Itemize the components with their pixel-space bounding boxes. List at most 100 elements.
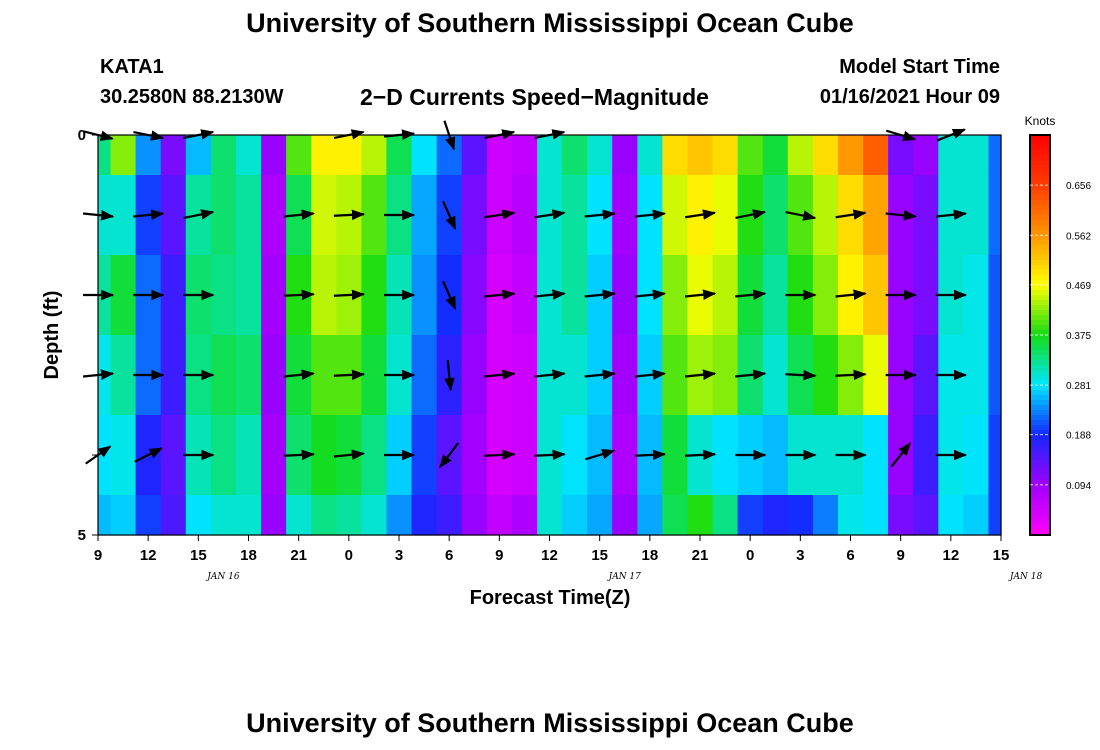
x-tick-label: 3 [796, 547, 804, 564]
heatmap-cell [185, 495, 212, 536]
heatmap-cell [612, 415, 638, 496]
current-vector [444, 359, 455, 392]
current-vector [283, 209, 315, 220]
colorbar-tick-label: 0.375 [1066, 331, 1091, 342]
x-tick-label: 9 [896, 547, 904, 564]
colorbar-swatch [1030, 155, 1050, 161]
x-tick-label: 0 [345, 547, 353, 564]
colorbar-swatch [1030, 205, 1050, 211]
heatmap-cell [286, 135, 312, 176]
colorbar-label: Knots [1025, 114, 1056, 128]
heatmap-cell [913, 255, 939, 336]
heatmap-cell [662, 175, 689, 256]
heatmap-cell [737, 495, 764, 536]
colorbar-swatch [1030, 390, 1050, 396]
heatmap-cell [110, 135, 137, 176]
heatmap-cell [963, 495, 990, 536]
current-vector [183, 209, 215, 220]
colorbar-swatch [1030, 510, 1050, 516]
heatmap-cell [812, 175, 839, 256]
heatmap-cell [210, 175, 237, 256]
heatmap-cell [612, 495, 638, 536]
heatmap-cell [210, 335, 237, 416]
heatmap-cell [963, 255, 990, 336]
x-tick-label: 12 [140, 547, 157, 564]
heatmap-cell [938, 495, 964, 536]
station-coordinates: 30.2580N 88.2130W [100, 86, 284, 108]
heatmap-cell [311, 255, 337, 336]
current-vector [735, 289, 767, 300]
heatmap-cell [863, 175, 889, 256]
heatmap-cell [361, 335, 388, 416]
heatmap-cell [311, 495, 337, 536]
heatmap-cell [913, 415, 939, 496]
x-tick-label: 12 [541, 547, 558, 564]
colorbar-swatch [1030, 285, 1050, 291]
heatmap-cell [511, 495, 538, 536]
current-vector [634, 289, 667, 300]
heatmap-cell [662, 135, 689, 176]
x-tick-label: 9 [495, 547, 503, 564]
x-tick-label: 21 [290, 547, 307, 564]
heatmap-cell [511, 175, 538, 256]
heatmap-cell [988, 175, 1002, 256]
heatmap-cell [812, 415, 839, 496]
colorbar-swatch [1030, 395, 1050, 401]
colorbar-swatch [1030, 375, 1050, 381]
heatmap-cell [637, 495, 663, 536]
colorbar-swatch [1030, 435, 1050, 441]
heatmap-cell [361, 495, 388, 536]
heatmap-cell [411, 495, 438, 536]
colorbar-swatch [1030, 365, 1050, 371]
heatmap-cell [712, 135, 739, 176]
heatmap-cell [98, 135, 112, 176]
heatmap-cell [135, 135, 162, 176]
heatmap-cell [988, 335, 1002, 416]
heatmap-cell [712, 415, 739, 496]
current-vector [484, 209, 516, 220]
heatmap-cell [261, 255, 287, 336]
heatmap-cell [361, 415, 388, 496]
colorbar-swatch [1030, 450, 1050, 456]
heatmap-cell [235, 415, 262, 496]
colorbar-swatch [1030, 165, 1050, 171]
heatmap-cell [235, 175, 262, 256]
x-tick-label: 18 [641, 547, 658, 564]
colorbar-swatch [1030, 185, 1050, 191]
heatmap-cell [386, 135, 413, 176]
heatmap-cell [135, 495, 162, 536]
colorbar-swatch [1030, 385, 1050, 391]
colorbar-swatch [1030, 135, 1050, 141]
x-tick-label: 6 [846, 547, 854, 564]
heatmap-cell [436, 495, 463, 536]
current-vector [442, 200, 457, 230]
heatmap-cell [261, 415, 287, 496]
heatmap-cell [863, 255, 889, 336]
heatmap-cell [687, 495, 714, 536]
colorbar-swatch [1030, 330, 1050, 336]
colorbar-swatch [1030, 370, 1050, 376]
colorbar-swatch [1030, 180, 1050, 186]
heatmap-cell [712, 255, 739, 336]
colorbar: 0.094 0.188 0.281 0.375 0.469 0.562 0.656 Knots [1025, 114, 1091, 536]
heatmap-cell [511, 255, 538, 336]
heatmap-cell [436, 135, 463, 176]
colorbar-swatch [1030, 315, 1050, 321]
heatmap-cell [737, 135, 764, 176]
heatmap-cell [963, 415, 990, 496]
colorbar-swatch [1030, 515, 1050, 521]
heatmap-cell [562, 255, 588, 336]
colorbar-tick-label: 0.094 [1066, 481, 1091, 492]
colorbar-swatch [1030, 260, 1050, 266]
current-vector [835, 209, 867, 220]
heatmap-cell [486, 495, 513, 536]
current-vector [534, 289, 566, 300]
colorbar-swatch [1030, 490, 1050, 496]
heatmap-cell [235, 255, 262, 336]
colorbar-swatch [1030, 460, 1050, 466]
plot-title: 2−D Currents Speed−Magnitude [360, 84, 709, 110]
heatmap-cell [160, 335, 187, 416]
colorbar-swatch [1030, 145, 1050, 151]
x-tick-label: 12 [942, 547, 959, 564]
heatmap-cell [562, 415, 588, 496]
